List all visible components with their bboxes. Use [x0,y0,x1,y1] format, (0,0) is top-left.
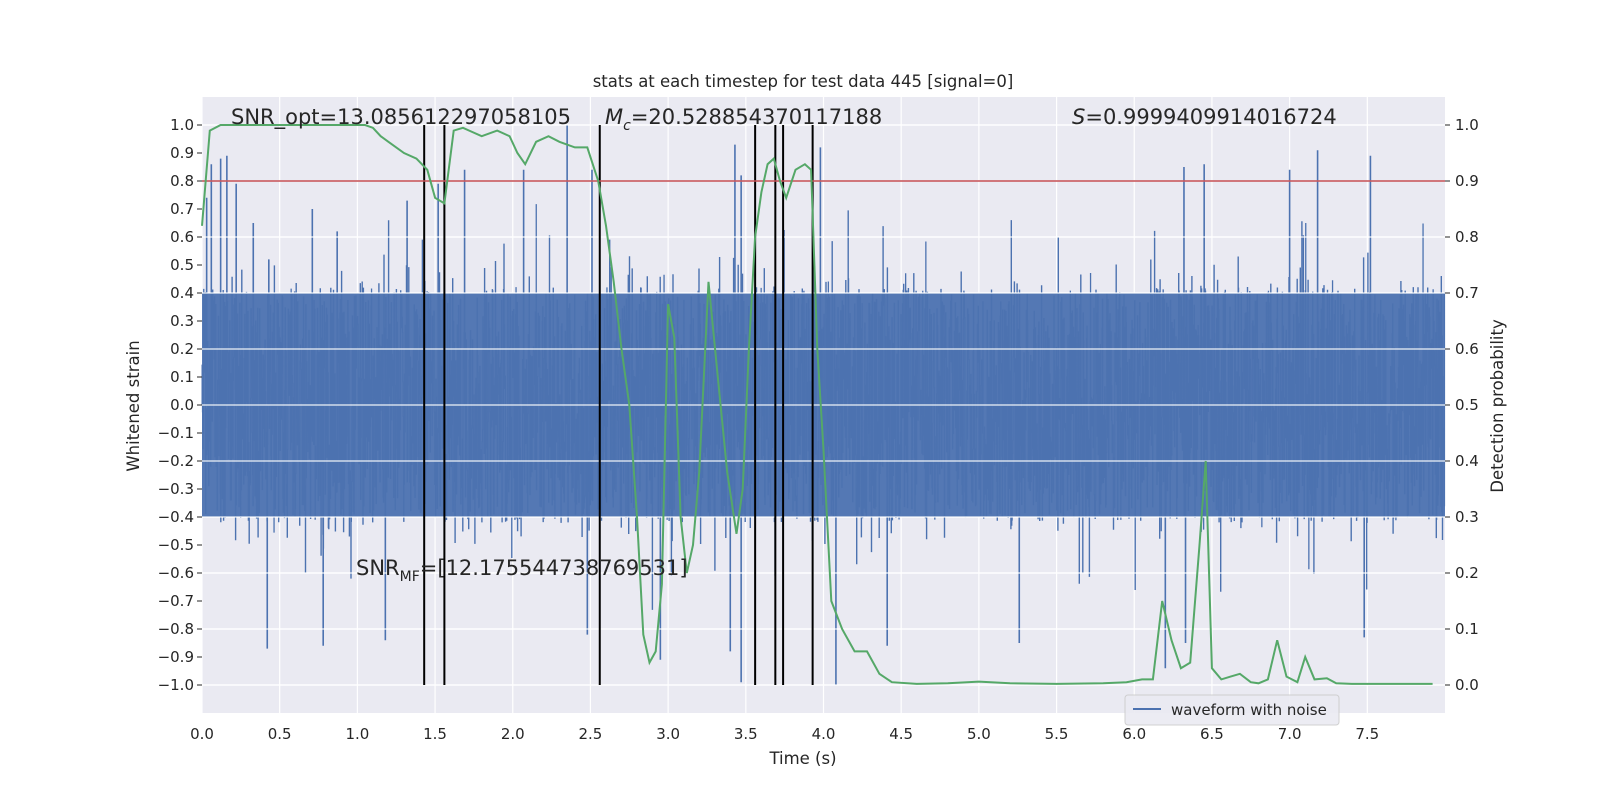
x-axis-label: Time (s) [768,749,836,768]
y-right-tick-label: 0.1 [1455,620,1479,638]
y-left-tick-label: −0.9 [158,648,194,666]
y-left-tick-label: −0.2 [158,452,194,470]
x-tick-label: 4.0 [812,725,836,743]
x-tick-label: 0.0 [190,725,214,743]
y-axis-right-label: Detection probability [1488,319,1507,493]
x-tick-label: 4.5 [889,725,913,743]
snr-mf-value: =[12.175544738769531] [420,556,688,580]
vertical-markers [423,125,814,685]
y-left-tick-label: 0.5 [170,256,194,274]
annotation-snr-opt: SNR_opt=13.085612297058105 [231,105,571,130]
x-tick-label: 6.0 [1122,725,1146,743]
y-right-tick-label: 0.5 [1455,396,1479,414]
x-tick-label: 2.0 [501,725,525,743]
mc-prefix: M [605,105,623,129]
legend-label-waveform: waveform with noise [1171,701,1327,719]
x-tick-label: 0.5 [268,725,292,743]
snr-mf-sub: MF [400,569,420,585]
x-tick-label: 5.0 [967,725,991,743]
y-left-tick-label: 0.7 [170,200,194,218]
y-left-tick-label: −0.5 [158,536,194,554]
y-left-tick-label: 0.6 [170,228,194,246]
annotation-snr-mf: SNRMF=[12.175544738769531] [356,556,688,585]
legend-frame [1124,694,1340,726]
y-left-tick-label: −0.3 [158,480,194,498]
mc-sub: c [623,118,631,134]
y-left-tick-label: 0.9 [170,144,194,162]
y-left-tick-label: 0.8 [170,172,194,190]
y-right-tick-label: 0.0 [1455,676,1479,694]
legend: waveform with noise [1124,694,1340,726]
y-left-tick-label: 0.1 [170,368,194,386]
y-right-tick-label: 0.9 [1455,172,1479,190]
x-tick-label: 5.5 [1045,725,1069,743]
y-left-tick-label: −0.8 [158,620,194,638]
y-left-tick-label: −0.4 [158,508,194,526]
y-left-tick-label: −0.7 [158,592,194,610]
y-left-tick-label: 0.0 [170,396,194,414]
y-right-tick-label: 0.6 [1455,340,1479,358]
mc-value: =20.528854370117188 [631,105,882,129]
x-tick-label: 1.5 [423,725,447,743]
y-right-tick-label: 0.4 [1455,452,1479,470]
y-right-tick-label: 0.3 [1455,508,1479,526]
snr-mf-prefix: SNR [356,556,400,580]
x-tick-label: 2.5 [579,725,603,743]
y-right-tick-label: 1.0 [1455,116,1479,134]
y-axis-left-label: Whitened strain [124,340,143,471]
y-left-tick-label: 0.3 [170,312,194,330]
x-tick-label: 7.0 [1278,725,1302,743]
x-tick-label: 3.5 [734,725,758,743]
s-value: =0.9999409914016724 [1085,105,1336,129]
y-left-tick-label: −0.1 [158,424,194,442]
y-axis-left-ticks: 1.0 0.9 0.8 0.7 0.6 0.5 0.4 0.3 0.2 0.1 0.0 −0.1 −0.… [158,116,202,694]
series-detection-probability [201,124,1433,685]
y-left-tick-label: 1.0 [170,116,194,134]
y-left-tick-label: 0.4 [170,284,194,302]
y-left-tick-label: −0.6 [158,564,194,582]
y-axis-right-ticks: 1.0 0.9 0.8 0.7 0.6 0.5 0.4 0.3 0.2 0.1 0.0 [1445,116,1479,694]
x-tick-label: 6.5 [1200,725,1224,743]
annotation-chirp-mass: Mc=20.528854370117188 [605,105,882,134]
y-right-tick-label: 0.8 [1455,228,1479,246]
chart-title: stats at each timestep for test data 445… [593,72,1014,91]
x-axis-ticks: 0.0 0.5 1.0 1.5 2.0 2.5 3.0 3.5 4.0 4.5 5.0 5.5 6.0 6… [190,725,1379,743]
series-waveform-with-noise [201,204,1446,610]
y-left-tick-label: 0.2 [170,340,194,358]
x-tick-label: 3.0 [656,725,680,743]
x-tick-label: 7.5 [1355,725,1379,743]
y-left-tick-label: −1.0 [158,676,194,694]
y-right-tick-label: 0.7 [1455,284,1479,302]
s-prefix: S [1072,105,1085,129]
y-right-tick-label: 0.2 [1455,564,1479,582]
x-tick-label: 1.0 [345,725,369,743]
annotation-s: S=0.9999409914016724 [1072,105,1337,129]
